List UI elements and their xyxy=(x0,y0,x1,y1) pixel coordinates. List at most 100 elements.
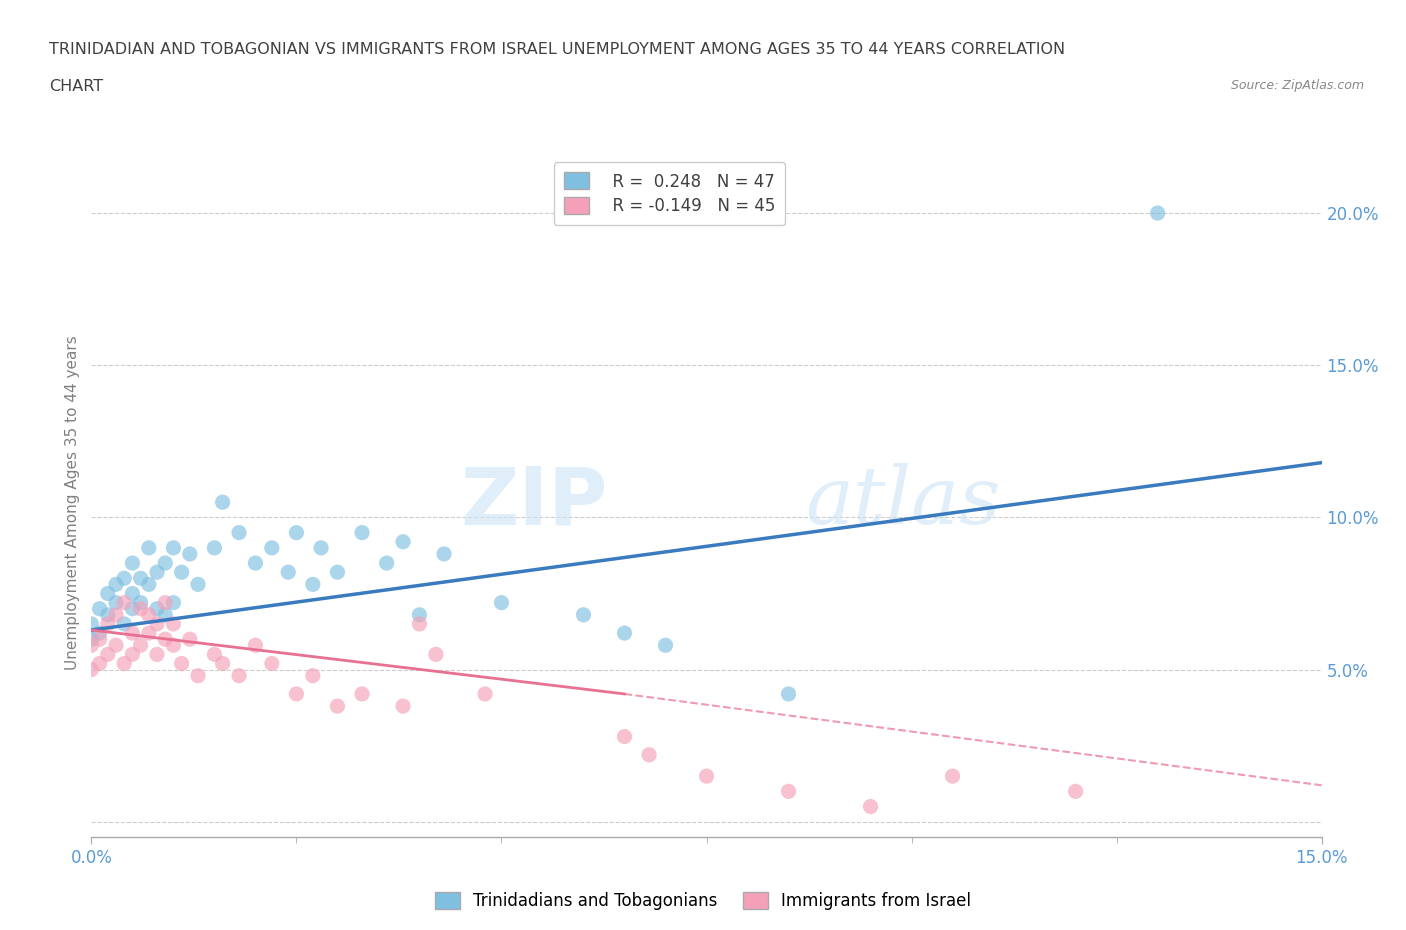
Point xyxy=(695,769,717,784)
Point xyxy=(112,617,135,631)
Point xyxy=(285,525,308,540)
Point xyxy=(153,631,177,646)
Point xyxy=(613,729,636,744)
Legend:   R =  0.248   N = 47,   R = -0.149   N = 45: R = 0.248 N = 47, R = -0.149 N = 45 xyxy=(554,163,786,225)
Point xyxy=(260,656,283,671)
Point xyxy=(129,571,152,586)
Point xyxy=(326,698,349,713)
Point xyxy=(202,647,225,662)
Point xyxy=(105,607,127,622)
Point xyxy=(89,626,111,641)
Point xyxy=(170,565,193,579)
Point xyxy=(162,638,184,653)
Point xyxy=(138,577,160,591)
Point xyxy=(187,577,209,591)
Point xyxy=(859,799,882,814)
Point xyxy=(153,607,177,622)
Point xyxy=(613,626,636,641)
Point xyxy=(112,595,135,610)
Point xyxy=(129,602,152,617)
Point xyxy=(121,586,143,601)
Point xyxy=(277,565,299,579)
Point xyxy=(138,626,160,641)
Point xyxy=(202,540,225,555)
Point xyxy=(638,748,661,763)
Point xyxy=(80,662,103,677)
Point xyxy=(121,602,143,617)
Point xyxy=(474,686,496,701)
Point xyxy=(491,595,513,610)
Point xyxy=(146,602,169,617)
Point xyxy=(153,555,177,570)
Point xyxy=(1146,206,1168,220)
Point xyxy=(89,656,111,671)
Point xyxy=(408,607,430,622)
Point xyxy=(162,595,184,610)
Point xyxy=(228,669,250,684)
Point xyxy=(105,577,127,591)
Point xyxy=(146,647,169,662)
Text: atlas: atlas xyxy=(804,463,1000,541)
Point xyxy=(89,631,111,646)
Point xyxy=(89,602,111,617)
Point xyxy=(121,555,143,570)
Y-axis label: Unemployment Among Ages 35 to 44 years: Unemployment Among Ages 35 to 44 years xyxy=(65,335,80,670)
Point xyxy=(211,656,233,671)
Point xyxy=(170,656,193,671)
Point xyxy=(97,647,120,662)
Point xyxy=(433,547,456,562)
Point xyxy=(352,686,374,701)
Point xyxy=(112,571,135,586)
Point xyxy=(105,595,127,610)
Point xyxy=(105,638,127,653)
Point xyxy=(121,647,143,662)
Point xyxy=(572,607,595,622)
Point xyxy=(162,617,184,631)
Point xyxy=(129,638,152,653)
Point xyxy=(97,617,120,631)
Point xyxy=(129,595,152,610)
Point xyxy=(211,495,233,510)
Point xyxy=(654,638,676,653)
Text: Source: ZipAtlas.com: Source: ZipAtlas.com xyxy=(1230,79,1364,92)
Point xyxy=(301,669,323,684)
Point xyxy=(245,638,267,653)
Point xyxy=(138,607,160,622)
Point xyxy=(778,686,800,701)
Point xyxy=(121,626,143,641)
Point xyxy=(97,586,120,601)
Point xyxy=(97,607,120,622)
Point xyxy=(80,631,103,646)
Point xyxy=(112,656,135,671)
Point xyxy=(138,540,160,555)
Point xyxy=(301,577,323,591)
Point xyxy=(153,595,177,610)
Point xyxy=(245,555,267,570)
Point xyxy=(162,540,184,555)
Point xyxy=(392,535,415,550)
Point xyxy=(260,540,283,555)
Point xyxy=(352,525,374,540)
Text: CHART: CHART xyxy=(49,79,103,94)
Text: ZIP: ZIP xyxy=(461,463,607,541)
Point xyxy=(80,638,103,653)
Point xyxy=(326,565,349,579)
Point xyxy=(285,686,308,701)
Point xyxy=(179,547,201,562)
Point xyxy=(425,647,447,662)
Point xyxy=(228,525,250,540)
Legend: Trinidadians and Tobagonians, Immigrants from Israel: Trinidadians and Tobagonians, Immigrants… xyxy=(429,885,977,917)
Point xyxy=(187,669,209,684)
Text: TRINIDADIAN AND TOBAGONIAN VS IMMIGRANTS FROM ISRAEL UNEMPLOYMENT AMONG AGES 35 : TRINIDADIAN AND TOBAGONIAN VS IMMIGRANTS… xyxy=(49,42,1066,57)
Point xyxy=(942,769,965,784)
Point xyxy=(309,540,332,555)
Point xyxy=(408,617,430,631)
Point xyxy=(392,698,415,713)
Point xyxy=(778,784,800,799)
Point xyxy=(146,565,169,579)
Point xyxy=(146,617,169,631)
Point xyxy=(375,555,398,570)
Point xyxy=(80,617,103,631)
Point xyxy=(179,631,201,646)
Point xyxy=(1064,784,1087,799)
